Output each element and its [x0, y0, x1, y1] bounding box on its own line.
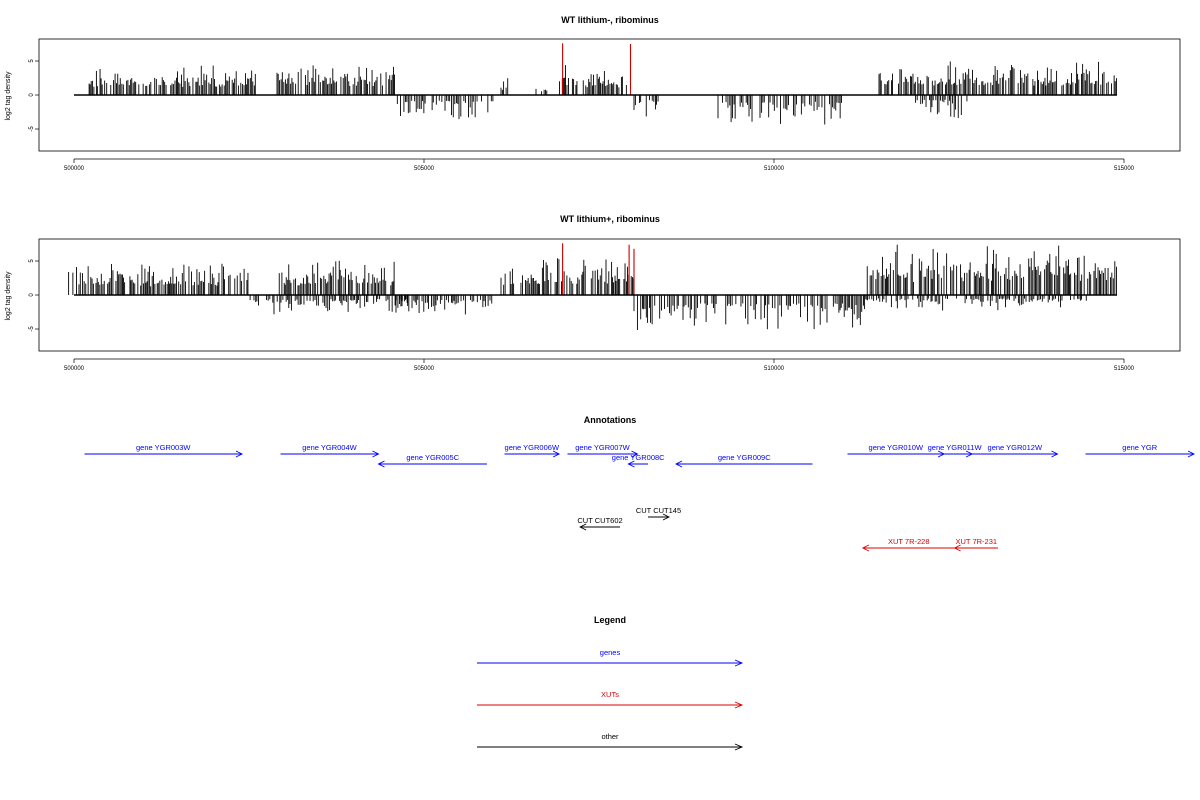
feature-label: gene YGR012W	[988, 443, 1043, 452]
annotation-feature: gene YGR008C	[612, 453, 665, 468]
annotations-panel: Annotations gene YGR003W gene YGR004Wgene…	[84, 415, 1196, 552]
annotations-title: Annotations	[584, 415, 637, 425]
feature-label: gene YGR005C	[406, 453, 459, 462]
x-tick-label: 510000	[764, 166, 785, 172]
feature-arrowhead	[861, 544, 870, 552]
feature-label: gene YGR007W	[575, 443, 630, 452]
feature-arrowhead	[235, 450, 244, 458]
legend-item: other	[477, 732, 744, 751]
annotation-feature: XUT 7R-228	[861, 537, 955, 552]
y-tick-label: -5	[29, 326, 35, 332]
annotation-features: gene YGR003W gene YGR004W gene YGR005C gene…	[84, 443, 1196, 552]
annotation-feature: gene YGR006W	[504, 443, 561, 458]
y-tick-label: 0	[29, 93, 35, 97]
feature-label: CUT CUT602	[577, 516, 622, 525]
feature-arrowhead	[1051, 450, 1059, 458]
legend-item: XUTs	[477, 690, 744, 709]
x-tick-label: 500000	[64, 366, 85, 372]
feature-arrowhead	[627, 460, 635, 468]
annotation-feature: gene YGR012W	[972, 443, 1059, 458]
legend-items: genes XUTs other	[477, 648, 744, 751]
legend-item: genes	[477, 648, 744, 667]
feature-arrowhead	[662, 513, 671, 521]
annotation-feature: gene YGR007W	[567, 443, 639, 458]
feature-arrowhead	[953, 544, 961, 552]
x-tick-label: 510000	[764, 366, 785, 372]
y-axis-label: log2 tag density	[5, 271, 12, 321]
annotation-feature: CUT CUT145	[636, 506, 681, 521]
axes: -5 0 5 500000 505000 510000 515000	[29, 59, 1135, 172]
annotation-feature: XUT 7R-231	[953, 537, 998, 552]
legend-label: other	[601, 732, 619, 741]
axes: -5 0 5 500000 505000 510000 515000	[29, 259, 1135, 372]
track-panel-lithium-minus: WT lithium-, ribominus log2 tag density …	[5, 15, 1181, 172]
y-axis-label: log2 tag density	[5, 71, 12, 121]
feature-label: gene YGR003W	[136, 443, 191, 452]
feature-arrowhead	[377, 460, 385, 468]
annotation-feature: gene YGR009C	[674, 453, 813, 468]
feature-label: gene YGR	[1122, 443, 1157, 452]
legend-arrowhead	[734, 701, 744, 709]
track-title: WT lithium-, ribominus	[561, 15, 659, 25]
feature-label: XUT 7R-231	[956, 537, 998, 546]
y-tick-label: 5	[29, 259, 35, 263]
feature-label: CUT CUT145	[636, 506, 681, 515]
legend-panel: Legend genes XUTs other	[477, 615, 744, 751]
feature-arrowhead	[631, 450, 639, 458]
x-tick-label: 505000	[414, 166, 435, 172]
x-tick-label: 505000	[414, 366, 435, 372]
annotation-feature: gene YGR004W	[280, 443, 380, 458]
x-tick-label: 515000	[1114, 366, 1135, 372]
annotation-feature: gene YGR011W	[928, 443, 983, 458]
feature-arrowhead	[372, 450, 380, 458]
feature-label: gene YGR006W	[505, 443, 560, 452]
feature-label: XUT 7R-228	[888, 537, 930, 546]
feature-label: gene YGR004W	[302, 443, 357, 452]
x-tick-label: 500000	[64, 166, 85, 172]
legend-title: Legend	[594, 615, 626, 625]
feature-arrowhead	[674, 460, 683, 468]
annotation-feature: gene YGR	[1085, 443, 1196, 458]
feature-arrowhead	[579, 523, 587, 531]
signal-bars	[68, 243, 1117, 330]
feature-label: gene YGR011W	[928, 443, 983, 452]
feature-arrowhead	[1187, 450, 1196, 458]
legend-label: genes	[600, 648, 621, 657]
annotation-feature: gene YGR003W	[84, 443, 244, 458]
legend-arrowhead	[734, 743, 744, 751]
legend-label: XUTs	[601, 690, 619, 699]
legend-arrowhead	[734, 659, 744, 667]
y-tick-label: 5	[29, 59, 35, 63]
annotation-feature: gene YGR005C	[377, 453, 487, 468]
feature-label: gene YGR009C	[718, 453, 771, 462]
feature-label: gene YGR008C	[612, 453, 665, 462]
feature-arrowhead	[552, 450, 561, 458]
x-tick-label: 515000	[1114, 166, 1135, 172]
feature-label: gene YGR010W	[869, 443, 924, 452]
y-tick-label: -5	[29, 126, 35, 132]
signal-bars	[74, 43, 1117, 125]
y-tick-label: 0	[29, 293, 35, 297]
track-panel-lithium-plus: WT lithium+, ribominus log2 tag density …	[5, 214, 1181, 372]
annotation-feature: CUT CUT602	[577, 516, 623, 531]
track-title: WT lithium+, ribominus	[560, 214, 660, 224]
